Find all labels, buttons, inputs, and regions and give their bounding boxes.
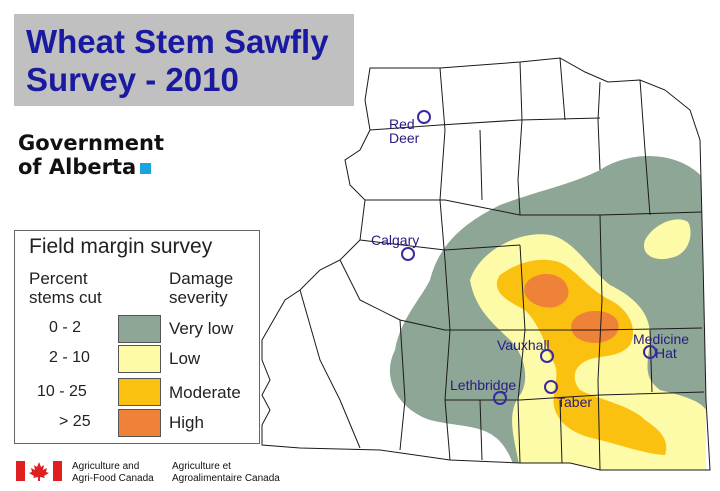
legend-severity-moderate: Moderate [169, 383, 241, 402]
legend-swatch-low [118, 345, 161, 373]
city-label-medicine-hat-1: Medicine [633, 331, 690, 347]
map-title-line-1: Wheat Stem Sawfly [26, 23, 329, 60]
footer-english-2: Agri-Food Canada [72, 473, 154, 484]
legend-swatch-very-low [118, 315, 161, 343]
footer-french-1: Agriculture et [172, 461, 231, 472]
city-label-calgary: Calgary [371, 232, 420, 248]
footer-french-2: Agroalimentaire Canada [172, 473, 280, 484]
city-label-red-deer-2: Deer [389, 130, 420, 146]
city-marker-medicine-hat [643, 345, 657, 359]
legend-swatch-high [118, 409, 161, 437]
legend-swatch-moderate [118, 378, 161, 406]
city-marker-lethbridge [493, 391, 507, 405]
city-marker-taber [544, 380, 558, 394]
legend-col1-header-1: Percent [29, 269, 88, 288]
city-marker-calgary [401, 247, 415, 261]
city-label-medicine-hat-2: Hat [655, 345, 677, 361]
map-title-line-2: Survey - 2010 [26, 61, 239, 98]
city-label-taber: Taber [557, 394, 593, 410]
legend-title: Field margin survey [29, 235, 213, 258]
legend: Field margin survey Percent stems cut Da… [14, 230, 260, 444]
city-label-lethbridge: Lethbridge [450, 377, 517, 393]
maple-leaf-icon [16, 461, 62, 481]
legend-range-low: 2 - 10 [49, 349, 90, 366]
legend-severity-very-low: Very low [169, 319, 234, 338]
legend-severity-low: Low [169, 349, 201, 368]
low-zone-east [644, 219, 691, 260]
city-label-red-deer-1: Red [389, 116, 415, 132]
government-logo-line-2: of Alberta [18, 155, 137, 179]
county-boundaries [261, 57, 711, 471]
government-logo-line-1: Government [18, 131, 165, 155]
legend-col1-header-2: stems cut [29, 288, 102, 307]
legend-range-moderate: 10 - 25 [37, 383, 87, 400]
legend-severity-high: High [169, 413, 204, 432]
legend-col2-header-1: Damage [169, 269, 234, 288]
city-label-vauxhall: Vauxhall [497, 337, 550, 353]
city-marker-vauxhall [540, 349, 554, 363]
legend-col2-header-2: severity [169, 288, 228, 307]
legend-range-high: > 25 [59, 413, 91, 430]
high-zone-east [571, 310, 619, 343]
moderate-zone [496, 259, 667, 455]
footer-english-1: Agriculture and [72, 461, 140, 472]
severity-zones [390, 156, 706, 470]
city-marker-red-deer [417, 110, 431, 124]
title-panel: Wheat Stem Sawfly Survey - 2010 [14, 14, 354, 106]
legend-range-very-low: 0 - 2 [49, 319, 82, 336]
high-zone-west [524, 274, 569, 308]
alberta-square-icon [140, 163, 151, 174]
